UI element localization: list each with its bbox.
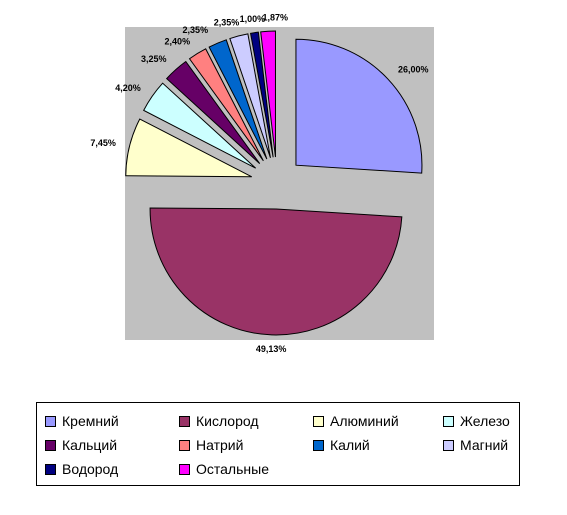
legend-swatch <box>443 439 454 451</box>
legend-swatch <box>179 463 190 475</box>
legend-swatch <box>313 439 324 451</box>
legend-item-7: Калий <box>313 435 370 455</box>
data-label-7: 2,35% <box>183 25 209 35</box>
pie-slice-10 <box>260 30 276 158</box>
legend-swatch <box>45 415 56 427</box>
legend: Кремний Кислород Алюминий Железо Кальций Натр… <box>36 402 520 486</box>
data-label-2: 49,13% <box>256 344 287 354</box>
pie-slice-9 <box>249 31 274 158</box>
legend-item-1: Кремний <box>45 411 119 431</box>
pie-slice-4 <box>143 82 257 169</box>
legend-swatch <box>179 439 190 451</box>
legend-item-6: Натрий <box>179 435 243 455</box>
data-label-10: 1,87% <box>262 12 288 22</box>
legend-item-4: Железо <box>443 411 510 431</box>
pie-slice-6 <box>188 48 264 162</box>
legend-label: Железо <box>460 413 510 429</box>
legend-swatch <box>443 415 454 427</box>
legend-label: Кремний <box>62 413 119 429</box>
legend-item-9: Водород <box>45 459 118 479</box>
pie-slice-8 <box>229 33 271 158</box>
legend-label: Алюминий <box>330 413 399 429</box>
legend-item-8: Магний <box>443 435 508 455</box>
data-label-5: 3,25% <box>141 54 167 64</box>
pie-slices <box>125 30 423 336</box>
pie-slice-7 <box>208 39 268 160</box>
legend-label: Натрий <box>196 437 244 453</box>
data-label-9: 1,00% <box>240 14 266 24</box>
data-label-8: 2,35% <box>214 17 240 27</box>
pie-slice-5 <box>165 60 261 164</box>
legend-item-5: Кальций <box>45 435 117 455</box>
data-label-1: 26,00% <box>398 64 429 74</box>
pie-slice-1 <box>295 38 423 174</box>
legend-item-2: Кислород <box>179 411 259 431</box>
data-label-3: 7,45% <box>90 138 116 148</box>
data-label-6: 2,40% <box>165 37 191 47</box>
data-labels: 26,00% 49,13% 7,45% 4,20% 3,25% 2,40% 2,35% 2,3… <box>90 12 428 354</box>
legend-swatch <box>45 439 56 451</box>
legend-swatch <box>313 415 324 427</box>
data-label-4: 4,20% <box>115 83 141 93</box>
legend-label: Водород <box>62 461 119 477</box>
pie-slice-2 <box>149 207 403 336</box>
legend-label: Калий <box>330 437 370 453</box>
pie-slice-3 <box>125 118 252 178</box>
legend-item-3: Алюминий <box>313 411 399 431</box>
legend-label: Кальций <box>62 437 118 453</box>
legend-item-10: Остальные <box>179 459 269 479</box>
legend-label: Кислород <box>196 413 259 429</box>
legend-label: Магний <box>460 437 509 453</box>
legend-swatch <box>45 463 56 475</box>
legend-swatch <box>179 415 190 427</box>
legend-label: Остальные <box>196 461 269 477</box>
